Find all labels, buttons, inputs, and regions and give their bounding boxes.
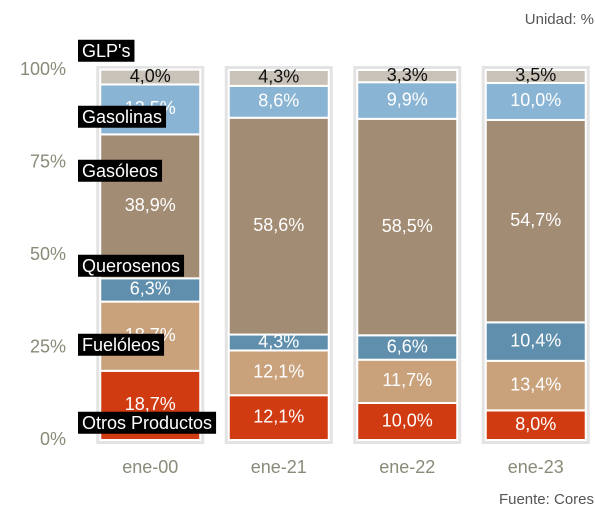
value-label: 13,4% [510, 374, 561, 394]
value-label: 12,1% [253, 406, 304, 426]
bar-segment [356, 402, 459, 441]
value-label: 8,6% [258, 91, 299, 111]
value-label: 38,9% [125, 195, 176, 215]
value-label: 12,1% [253, 362, 304, 382]
x-tick-label: ene-21 [251, 457, 307, 477]
legend-label: Otros Productos [82, 413, 212, 433]
legend-label: Gasolinas [82, 107, 162, 127]
value-label: 10,0% [510, 90, 561, 110]
bar-segment [484, 409, 587, 441]
bar-segment [227, 69, 330, 87]
unit-note: Unidad: % [525, 11, 594, 28]
bar-segment [99, 133, 202, 280]
value-label: 4,3% [258, 67, 299, 87]
bar-segment [356, 81, 459, 120]
bar-segment [356, 69, 459, 84]
bar-segment [356, 358, 459, 404]
value-label: 18,7% [125, 394, 176, 414]
y-tick-label: 25% [30, 336, 66, 356]
legend-box [78, 159, 163, 182]
x-tick-label: ene-00 [122, 457, 178, 477]
value-label: 10,0% [382, 410, 433, 430]
bar-segment [356, 334, 459, 361]
legend-box [78, 411, 217, 434]
legend-box [78, 333, 165, 356]
legend-box [78, 254, 185, 277]
legend-label: GLP's [82, 41, 130, 61]
value-label: 3,3% [387, 65, 428, 85]
bar-segment [484, 118, 587, 324]
y-tick-label: 50% [30, 244, 66, 264]
y-tick-label: 75% [30, 151, 66, 171]
value-label: 6,6% [387, 336, 428, 356]
bar-segment [99, 68, 202, 86]
bar-segment [484, 321, 587, 362]
source-note: Fuente: Cores [499, 491, 594, 508]
value-label: 11,7% [382, 370, 432, 390]
bar-segment [356, 117, 459, 337]
value-label: 6,3% [130, 279, 171, 299]
value-label: 4,0% [130, 66, 171, 86]
x-tick-label: ene-23 [508, 457, 564, 477]
y-tick-label: 100% [20, 59, 66, 79]
legend-label: Fuelóleos [82, 335, 160, 355]
legend-box [78, 39, 135, 62]
value-label: 54,7% [510, 210, 561, 230]
bar-segment [227, 116, 330, 336]
value-label: 4,3% [258, 331, 299, 351]
legend-label: Gasóleos [82, 161, 158, 181]
value-label: 10,4% [510, 330, 561, 350]
value-label: 58,6% [253, 215, 304, 235]
legend-box [78, 105, 167, 128]
value-label: 3,5% [515, 65, 556, 85]
bar-segment [227, 84, 330, 119]
x-tick-label: ene-22 [379, 457, 435, 477]
value-label: 9,9% [387, 89, 428, 109]
value-label: 8,0% [515, 414, 556, 434]
legend-label: Querosenos [82, 256, 180, 276]
y-tick-label: 0% [40, 429, 66, 449]
bar-segment [227, 394, 330, 442]
bar-segment [484, 69, 587, 84]
value-label: 58,5% [382, 216, 433, 236]
